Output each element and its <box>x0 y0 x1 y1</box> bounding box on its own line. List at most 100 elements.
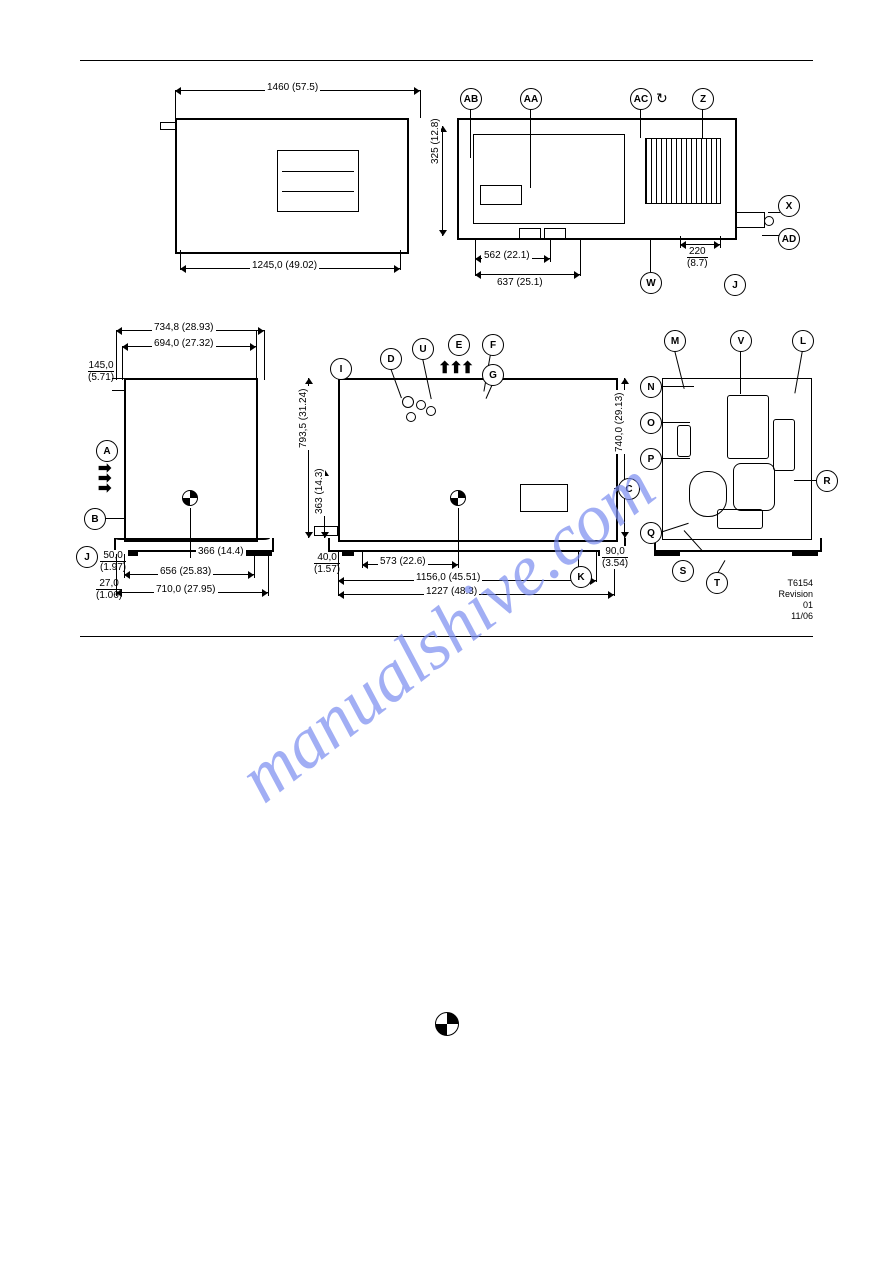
side-view-outline <box>124 378 258 542</box>
leader <box>660 458 690 459</box>
ext <box>550 238 551 262</box>
callout-ab: AB <box>460 88 482 110</box>
dim-label: 562 (22.1) <box>482 250 532 261</box>
rev-line2: Revision 01 <box>768 589 813 611</box>
dim-label: 734,8 (28.93) <box>152 322 216 333</box>
stub <box>160 122 176 130</box>
dim-value-alt: (1.57) <box>314 563 340 575</box>
port <box>426 406 436 416</box>
callout-e: E <box>448 334 470 356</box>
rev-line1: T6154 <box>768 578 813 589</box>
callout-q: Q <box>640 522 662 544</box>
dim-label: 710,0 (27.95) <box>154 584 218 595</box>
ext <box>580 238 581 276</box>
airflow-arrows-icon: ➡➡➡ <box>98 464 105 494</box>
dim-value-alt: (8.7) <box>687 257 708 269</box>
label <box>480 185 522 205</box>
callout-f: F <box>482 334 504 356</box>
dim-label: 1156,0 (45.51) <box>414 572 482 583</box>
front-view-outline <box>457 118 737 240</box>
callout-s: S <box>672 560 694 582</box>
access-panel <box>473 134 625 224</box>
callout-j2: J <box>76 546 98 568</box>
ext <box>116 554 117 596</box>
dim-value-alt: (3.54) <box>602 557 628 569</box>
callout-j: J <box>724 274 746 296</box>
panel-line <box>282 171 354 172</box>
manual-page: manualshive.com 1460 (57.5) 1245,0 (49.0… <box>0 0 893 1263</box>
base <box>328 538 626 552</box>
ext <box>122 346 123 380</box>
ext <box>254 554 255 578</box>
leader <box>660 386 694 387</box>
dim-label: 1245,0 (49.02) <box>250 260 319 271</box>
dim-label: 220 (8.7) <box>685 246 710 269</box>
dim-line <box>680 244 720 245</box>
dim-value: 50,0 <box>103 550 122 561</box>
ext <box>458 508 459 568</box>
ext <box>124 554 125 578</box>
vent-grille <box>645 138 721 204</box>
bracket <box>544 228 566 240</box>
callout-r: R <box>816 470 838 492</box>
ext <box>420 90 421 118</box>
foot <box>792 550 818 556</box>
dim-line <box>442 126 443 236</box>
callout-i: I <box>330 358 352 380</box>
callout-l: L <box>792 330 814 352</box>
dim-label: 1227 (48.3) <box>424 586 479 597</box>
foot <box>654 550 680 556</box>
callout-p: P <box>640 448 662 470</box>
airflow-arrows-icon: ⬆⬆⬆ <box>438 358 472 378</box>
dim-value: 40,0 <box>317 552 336 563</box>
ext <box>338 552 339 596</box>
dim-value-alt: (5.71) <box>88 371 114 383</box>
dim-label: 740,0 (29.13) <box>614 391 625 455</box>
fitting <box>735 212 765 228</box>
ext <box>268 554 269 596</box>
callout-c: C <box>618 478 640 500</box>
panel <box>277 150 359 212</box>
dim-label: 363 (14.3) <box>314 466 325 516</box>
leader <box>470 108 471 158</box>
callout-u: U <box>412 338 434 360</box>
ext <box>116 330 117 380</box>
center-of-gravity-symbol-icon <box>435 1012 459 1036</box>
leader <box>530 108 531 188</box>
dim-label: 694,0 (27.32) <box>152 338 216 349</box>
ext <box>720 236 721 248</box>
callout-d: D <box>380 348 402 370</box>
dim-label: 573 (22.6) <box>378 556 428 567</box>
dim-label: 637 (25.1) <box>495 277 545 288</box>
dim-value: 90,0 <box>605 546 624 557</box>
callout-ad: AD <box>778 228 800 250</box>
top-view-outline <box>175 118 409 254</box>
leader <box>768 212 780 213</box>
bracket <box>519 228 541 240</box>
ext <box>400 250 401 270</box>
rotate-arrow-icon: ↻ <box>656 90 668 107</box>
callout-b: B <box>84 508 106 530</box>
callout-z: Z <box>692 88 714 110</box>
revision-note: T6154 Revision 01 11/06 <box>768 578 813 622</box>
callout-m: M <box>664 330 686 352</box>
callout-w: W <box>640 272 662 294</box>
ext <box>596 552 597 582</box>
callout-o: O <box>640 412 662 434</box>
ext <box>680 236 681 248</box>
dim-label: 793,5 (31.24) <box>298 387 309 451</box>
dim-label: 325 (12.8) <box>430 116 441 166</box>
callout-a: A <box>96 440 118 462</box>
cg-symbol-icon <box>450 490 466 506</box>
callout-n: N <box>640 376 662 398</box>
callout-k: K <box>570 566 592 588</box>
port <box>416 400 426 410</box>
dim-label: 90,0 (3.54) <box>600 546 630 569</box>
leader <box>702 108 703 138</box>
callout-aa: AA <box>520 88 542 110</box>
rev-line3: 11/06 <box>768 611 813 622</box>
dim-label: 656 (25.83) <box>158 566 213 577</box>
leader <box>660 422 690 423</box>
callout-g: G <box>482 364 504 386</box>
ext <box>264 330 265 380</box>
